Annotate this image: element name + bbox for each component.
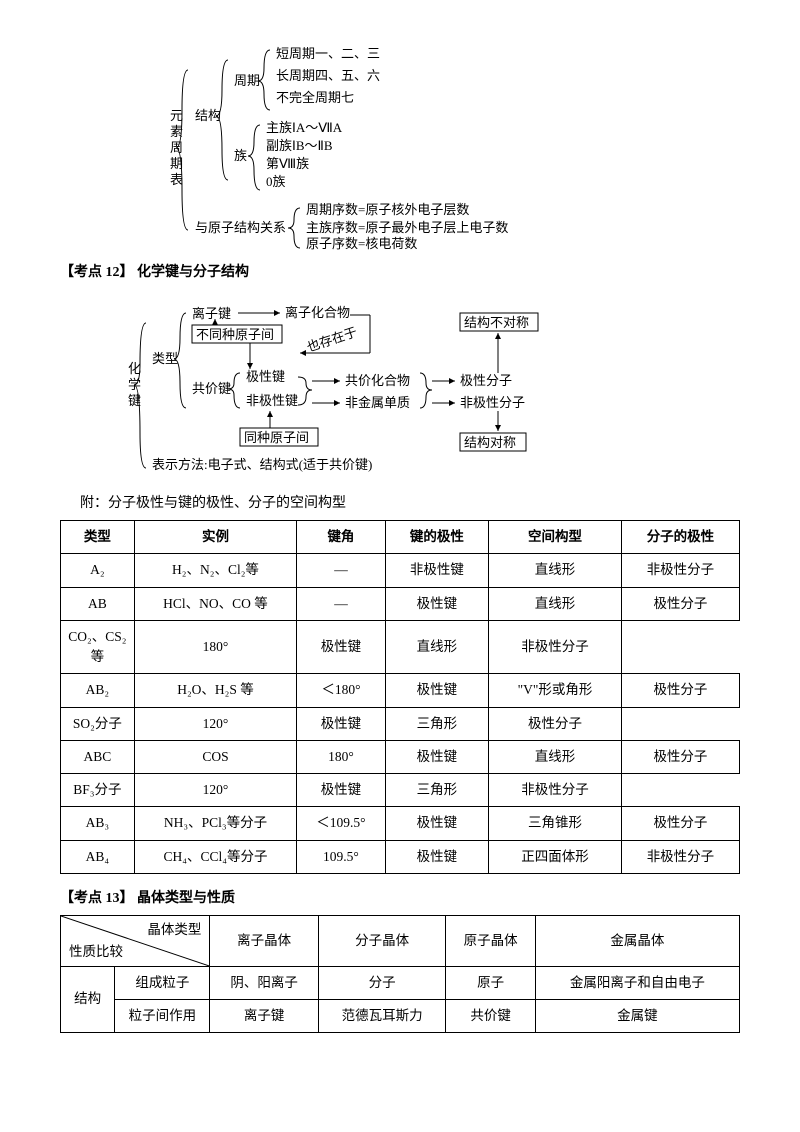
svg-text:非极性分子: 非极性分子 [460,395,525,410]
col-type: 类型 [61,521,135,554]
svg-text:长周期四、五、六: 长周期四、五、六 [276,68,380,83]
svg-text:非极性键: 非极性键 [246,393,298,408]
svg-text:极性键: 极性键 [246,369,285,384]
heading-13: 【考点 13】 晶体类型与性质 [60,888,740,909]
periodic-table-tree: 元 素 周 期 表 结构 与原子结构关系 周期 族 短周期一、二、三 长周期四、… [160,30,660,250]
svg-text:表示方法:电子式、结构式(适于共价键): 表示方法:电子式、结构式(适于共价键) [152,457,372,472]
svg-text:共价键: 共价键 [192,381,231,396]
svg-text:主族序数=原子最外电子层上电子数: 主族序数=原子最外电子层上电子数 [306,220,508,235]
svg-text:同种原子间: 同种原子间 [244,430,309,445]
svg-text:0族: 0族 [266,174,286,189]
table-row: ABCCOS180°极性键直线形极性分子 [61,740,740,773]
svg-text:与原子结构关系: 与原子结构关系 [195,220,286,235]
svg-text:原子序数=核电荷数: 原子序数=核电荷数 [306,236,417,250]
svg-text:非金属单质: 非金属单质 [345,395,410,410]
col-shape: 空间构型 [489,521,622,554]
svg-text:结构不对称: 结构不对称 [464,315,529,330]
svg-text:元: 元 [170,108,183,123]
svg-text:周期: 周期 [234,73,260,88]
svg-text:周期序数=原子核外电子层数: 周期序数=原子核外电子层数 [306,202,469,217]
svg-text:第Ⅷ族: 第Ⅷ族 [266,156,309,171]
attach-note: 附：分子极性与键的极性、分子的空间构型 [80,493,740,514]
chemical-bond-diagram: 化 学 键 类型 表示方法:电子式、结构式(适于共价键) 离子键 共价键 离子化… [120,293,680,483]
svg-text:共价化合物: 共价化合物 [345,373,410,388]
svg-text:离子化合物: 离子化合物 [285,305,350,320]
table-row: BF₃分子120°极性键三角形非极性分子 [61,774,740,807]
svg-text:族: 族 [234,148,247,163]
table-row: A₂H₂、N₂、Cl₂等—非极性键直线形非极性分子 [61,554,740,587]
svg-text:表: 表 [170,172,183,187]
table-row: AB₂H₂O、H₂S 等＜180°极性键"V"形或角形极性分子 [61,674,740,707]
col-bond: 键的极性 [385,521,488,554]
diagonal-header: 晶体类型 性质比较 [61,915,210,966]
heading-12: 【考点 12】 化学键与分子结构 [60,262,740,283]
table-header-row: 类型 实例 键角 键的极性 空间构型 分子的极性 [61,521,740,554]
crystal-type-table: 晶体类型 性质比较 离子晶体 分子晶体 原子晶体 金属晶体 结构 组成粒子 阴、… [60,915,740,1034]
table-row: AB₄CH₄、CCl₄等分子109.5°极性键正四面体形非极性分子 [61,840,740,873]
molecule-polarity-table: 类型 实例 键角 键的极性 空间构型 分子的极性 A₂H₂、N₂、Cl₂等—非极… [60,520,740,874]
table-row: SO₂分子120°极性键三角形极性分子 [61,707,740,740]
svg-text:不同种原子间: 不同种原子间 [196,327,274,342]
table-row: AB₃NH₃、PCl₃等分子＜109.5°极性键三角锥形极性分子 [61,807,740,840]
table-row: ABHCl、NO、CO 等—极性键直线形极性分子 [61,587,740,620]
svg-text:结构对称: 结构对称 [464,435,516,450]
svg-text:极性分子: 极性分子 [460,373,512,388]
svg-text:不完全周期七: 不完全周期七 [276,90,354,105]
svg-text:离子键: 离子键 [192,306,231,321]
svg-text:副族ⅠB～ⅡB: 副族ⅠB～ⅡB [266,138,333,153]
table-row: CO₂、CS₂等180°极性键直线形非极性分子 [61,620,740,674]
svg-text:也存在于: 也存在于 [305,324,359,354]
svg-text:主族ⅠA～ⅦA: 主族ⅠA～ⅦA [266,120,343,135]
col-angle: 键角 [297,521,386,554]
col-example: 实例 [134,521,296,554]
col-polarity: 分子的极性 [621,521,739,554]
svg-text:短周期一、二、三: 短周期一、二、三 [276,46,380,61]
